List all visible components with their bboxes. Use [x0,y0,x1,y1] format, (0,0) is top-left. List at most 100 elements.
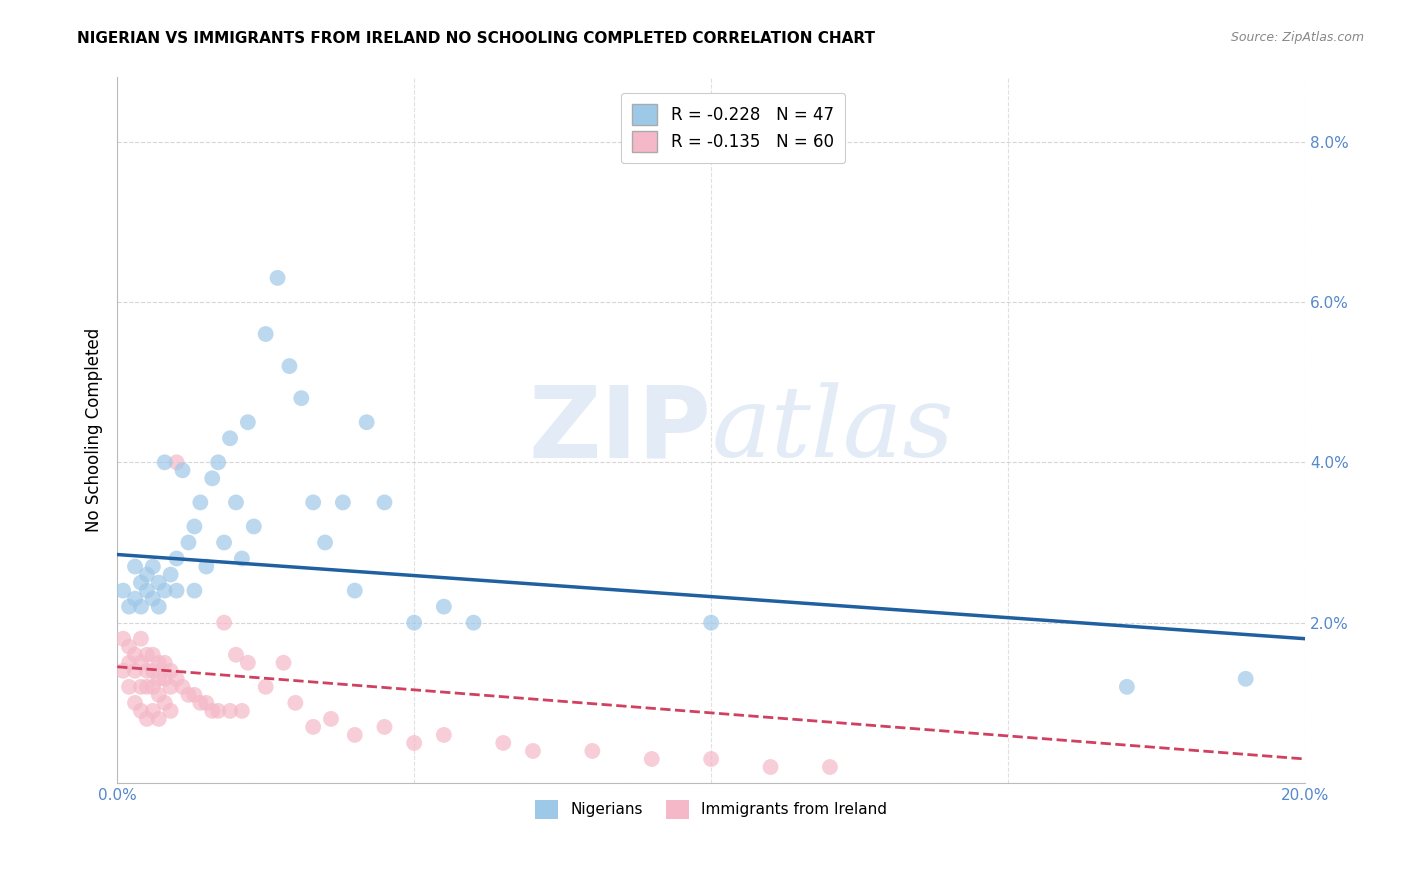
Point [759,760,782,774]
Point [212,535,235,549]
Point [522,744,544,758]
Point [166,672,188,686]
Point [142,648,165,662]
Point [135,664,157,678]
Point [135,712,157,726]
Point [314,535,336,549]
Point [343,583,366,598]
Point [201,704,224,718]
Point [278,359,301,373]
Point [356,415,378,429]
Point [153,583,176,598]
Point [153,656,176,670]
Point [236,415,259,429]
Point [188,495,211,509]
Point [236,656,259,670]
Point [219,431,242,445]
Point [404,615,426,630]
Point [641,752,664,766]
Point [159,704,181,718]
Text: atlas: atlas [711,383,953,478]
Point [319,712,342,726]
Point [148,712,170,726]
Point [129,599,152,614]
Point [463,615,485,630]
Legend: Nigerians, Immigrants from Ireland: Nigerians, Immigrants from Ireland [529,794,893,825]
Y-axis label: No Schooling Completed: No Schooling Completed [86,328,103,533]
Point [183,688,205,702]
Point [254,326,277,341]
Point [343,728,366,742]
Point [581,744,603,758]
Point [135,583,157,598]
Point [124,696,146,710]
Point [129,704,152,718]
Point [129,575,152,590]
Point [290,391,312,405]
Point [177,688,200,702]
Point [153,672,176,686]
Point [124,664,146,678]
Point [159,680,181,694]
Point [166,455,188,469]
Point [172,680,194,694]
Point [148,575,170,590]
Point [1234,672,1257,686]
Point [153,696,176,710]
Point [124,559,146,574]
Point [118,656,141,670]
Point [166,583,188,598]
Point [195,559,218,574]
Point [153,455,176,469]
Point [207,455,229,469]
Text: NIGERIAN VS IMMIGRANTS FROM IRELAND NO SCHOOLING COMPLETED CORRELATION CHART: NIGERIAN VS IMMIGRANTS FROM IRELAND NO S… [77,31,876,46]
Point [284,696,307,710]
Point [142,559,165,574]
Point [177,535,200,549]
Point [195,696,218,710]
Point [148,688,170,702]
Point [433,728,456,742]
Point [254,680,277,694]
Point [148,599,170,614]
Point [1115,680,1137,694]
Point [188,696,211,710]
Text: ZIP: ZIP [529,382,711,479]
Point [302,720,325,734]
Point [266,271,288,285]
Point [142,680,165,694]
Point [212,615,235,630]
Point [433,599,456,614]
Point [118,599,141,614]
Point [124,591,146,606]
Point [404,736,426,750]
Point [166,551,188,566]
Point [135,680,157,694]
Point [201,471,224,485]
Point [243,519,266,533]
Point [373,720,395,734]
Point [112,632,135,646]
Point [302,495,325,509]
Point [231,704,253,718]
Point [159,567,181,582]
Point [142,664,165,678]
Point [129,656,152,670]
Point [332,495,354,509]
Point [112,583,135,598]
Point [700,615,723,630]
Point [183,583,205,598]
Point [225,648,247,662]
Point [700,752,723,766]
Point [148,672,170,686]
Point [231,551,253,566]
Point [142,591,165,606]
Point [118,680,141,694]
Point [135,648,157,662]
Point [172,463,194,477]
Text: Source: ZipAtlas.com: Source: ZipAtlas.com [1230,31,1364,45]
Point [142,704,165,718]
Point [124,648,146,662]
Point [492,736,515,750]
Point [225,495,247,509]
